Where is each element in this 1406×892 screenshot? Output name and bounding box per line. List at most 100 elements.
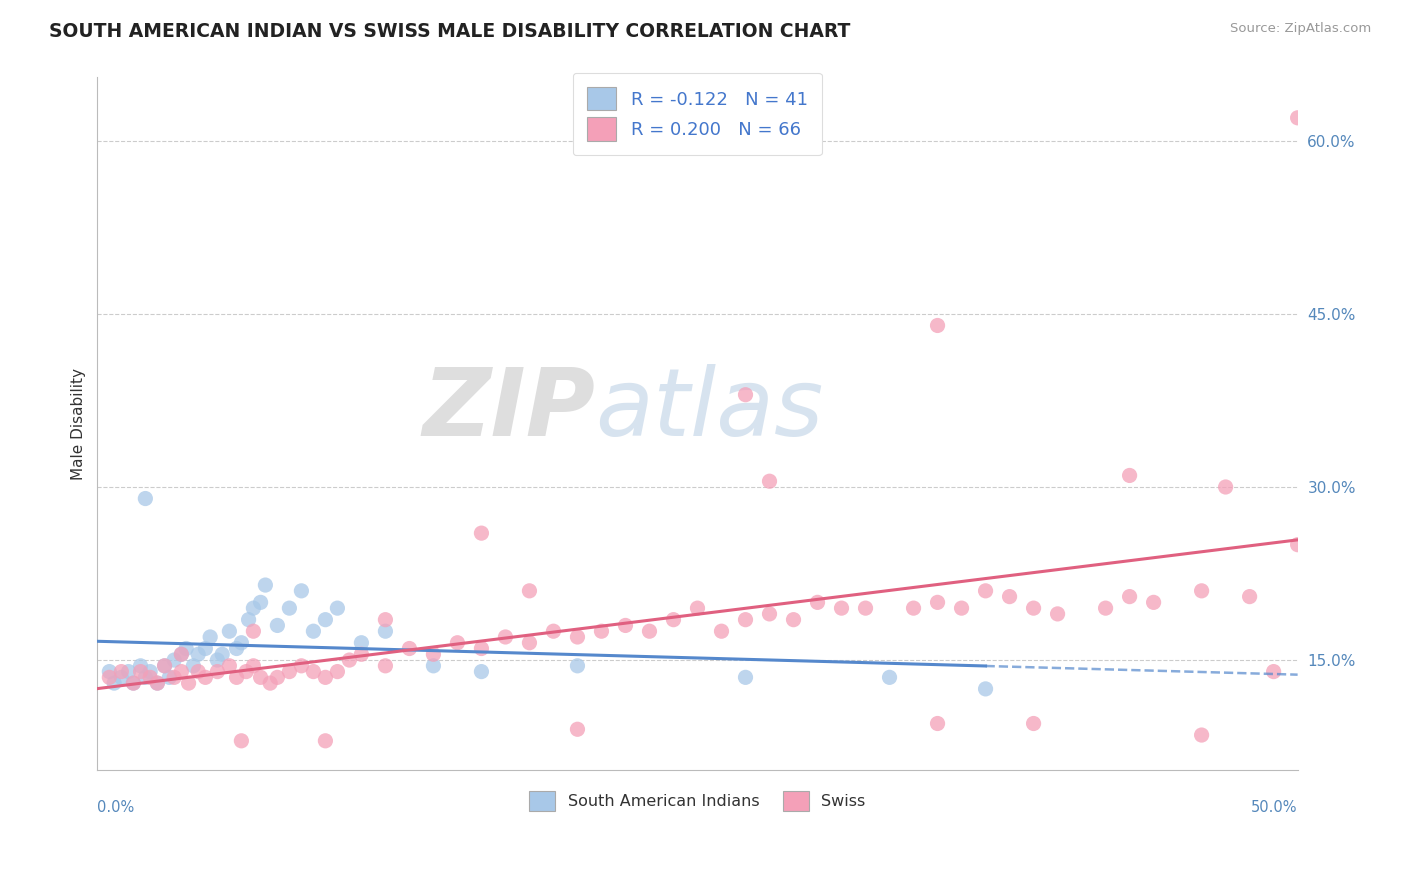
Point [686, 601, 709, 615]
Point [129, 658, 152, 673]
Point [194, 641, 217, 656]
Point [519, 583, 541, 598]
Point [1263, 665, 1285, 679]
Point [927, 716, 949, 731]
Point [177, 676, 200, 690]
Point [734, 670, 756, 684]
Point [129, 665, 152, 679]
Point [266, 618, 288, 632]
Point [1286, 538, 1309, 552]
Point [174, 641, 197, 656]
Point [98, 670, 121, 684]
Point [350, 636, 373, 650]
Point [1142, 595, 1164, 609]
Point [238, 613, 260, 627]
Point [122, 676, 145, 690]
Point [302, 624, 325, 639]
Point [974, 583, 997, 598]
Point [855, 601, 877, 615]
Point [614, 618, 637, 632]
Point [139, 670, 162, 684]
Point [194, 670, 217, 684]
Point [302, 665, 325, 679]
Point [218, 624, 240, 639]
Point [543, 624, 565, 639]
Point [470, 526, 492, 541]
Point [422, 648, 444, 662]
Point [374, 658, 396, 673]
Point [831, 601, 853, 615]
Point [350, 648, 373, 662]
Point [290, 658, 312, 673]
Point [249, 670, 271, 684]
Point [207, 665, 229, 679]
Text: ZIP: ZIP [423, 364, 596, 456]
Y-axis label: Male Disability: Male Disability [72, 368, 86, 480]
Text: Source: ZipAtlas.com: Source: ZipAtlas.com [1230, 22, 1371, 36]
Point [806, 595, 828, 609]
Point [591, 624, 613, 639]
Point [146, 676, 169, 690]
Point [225, 641, 247, 656]
Point [734, 387, 756, 401]
Point [170, 665, 193, 679]
Point [1118, 468, 1140, 483]
Point [170, 648, 193, 662]
Legend: South American Indians, Swiss: South American Indians, Swiss [516, 778, 879, 824]
Point [187, 648, 209, 662]
Text: 50.0%: 50.0% [1251, 800, 1298, 815]
Point [638, 624, 661, 639]
Point [374, 624, 396, 639]
Point [103, 676, 125, 690]
Point [231, 636, 253, 650]
Point [110, 665, 132, 679]
Point [567, 723, 589, 737]
Text: SOUTH AMERICAN INDIAN VS SWISS MALE DISABILITY CORRELATION CHART: SOUTH AMERICAN INDIAN VS SWISS MALE DISA… [49, 22, 851, 41]
Point [254, 578, 277, 592]
Point [758, 474, 780, 488]
Point [1191, 583, 1213, 598]
Point [249, 595, 271, 609]
Point [259, 676, 281, 690]
Point [446, 636, 468, 650]
Point [290, 583, 312, 598]
Point [998, 590, 1021, 604]
Point [974, 681, 997, 696]
Text: atlas: atlas [596, 364, 824, 455]
Point [134, 491, 156, 506]
Point [950, 601, 973, 615]
Point [153, 658, 176, 673]
Point [163, 653, 186, 667]
Point [1118, 590, 1140, 604]
Point [242, 601, 264, 615]
Point [163, 670, 186, 684]
Point [567, 630, 589, 644]
Point [278, 601, 301, 615]
Point [326, 601, 349, 615]
Point [225, 670, 247, 684]
Point [218, 658, 240, 673]
Point [326, 665, 349, 679]
Point [139, 665, 162, 679]
Point [758, 607, 780, 621]
Point [519, 636, 541, 650]
Point [1094, 601, 1116, 615]
Point [153, 658, 176, 673]
Point [470, 641, 492, 656]
Point [398, 641, 420, 656]
Point [927, 318, 949, 333]
Point [1022, 716, 1045, 731]
Point [879, 670, 901, 684]
Point [422, 658, 444, 673]
Point [198, 630, 221, 644]
Point [903, 601, 925, 615]
Point [1022, 601, 1045, 615]
Point [242, 624, 264, 639]
Point [134, 670, 156, 684]
Point [470, 665, 492, 679]
Point [1046, 607, 1069, 621]
Point [235, 665, 257, 679]
Point [110, 670, 132, 684]
Point [734, 613, 756, 627]
Point [266, 670, 288, 684]
